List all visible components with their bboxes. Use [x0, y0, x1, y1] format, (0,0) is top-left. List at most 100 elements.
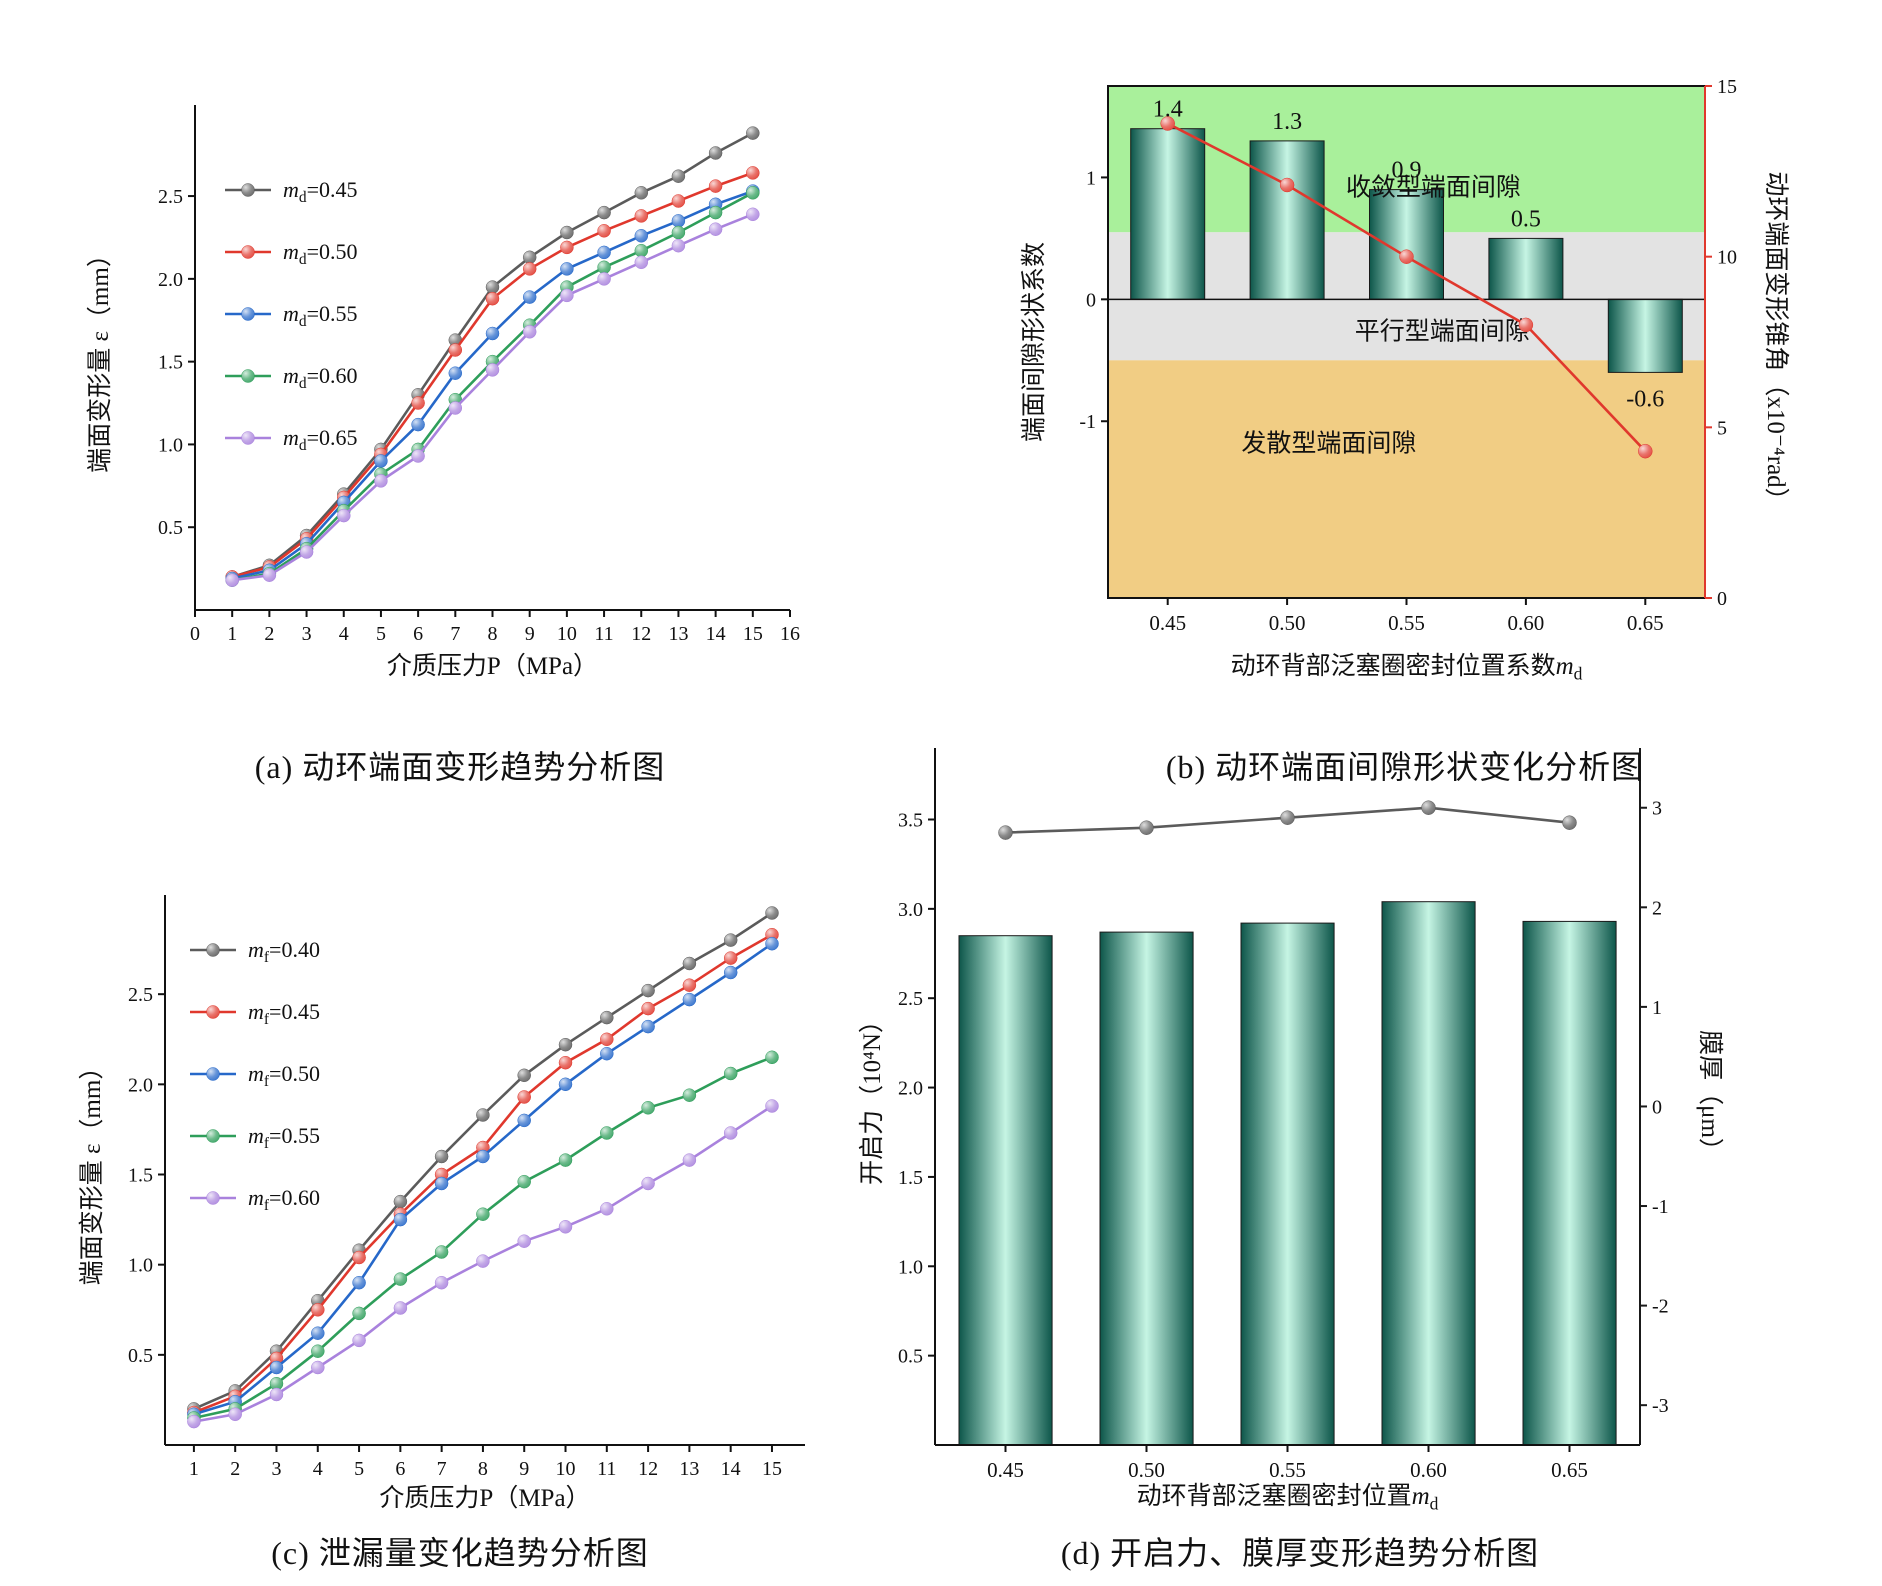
chart-c-series-4 [187, 1050, 779, 1425]
chart-d-canvas: 0.5 1.0 1.5 2.0 2.5 3.0 3.5 0.45 0.50 0.55 0.60 0.6… [858, 748, 1724, 1514]
bar-0.50 [1099, 931, 1194, 1446]
svg-text:15: 15 [743, 623, 763, 645]
bar-0.50 [1249, 140, 1325, 300]
legend-entry: mf=0.60 [248, 1185, 320, 1214]
svg-text:3.0: 3.0 [898, 899, 923, 921]
svg-text:6: 6 [395, 1458, 405, 1480]
chart-a-face-deformation-trend: 0 1 2 3 4 5 6 7 8 9 10 11 12 13 14 15 16 0.5 1.0 1.5 2.0 2.5 介… [70, 28, 850, 688]
legend-entry: md=0.60 [283, 363, 358, 392]
svg-text:12: 12 [638, 1458, 658, 1480]
svg-text:2: 2 [1652, 897, 1662, 919]
chart-b-right-axis [1704, 85, 1712, 599]
svg-text:15: 15 [762, 1458, 782, 1480]
chart-b-gap-shape-change: 1.4 1.3 0.9 0.5 -0.6 收敛型端面间隙 平行型端面间隙 发散型端面间隙 -1 0… [1000, 28, 1810, 688]
svg-text:0.45: 0.45 [987, 1458, 1024, 1482]
svg-text:-1: -1 [1079, 411, 1096, 433]
svg-text:6: 6 [413, 623, 423, 645]
chart-c-xlabel: 介质压力P（MPa） [379, 1484, 590, 1512]
svg-text:7: 7 [437, 1458, 447, 1480]
chart-d-ylabel: 开启力（10⁴N） [858, 1008, 886, 1185]
zone-label: 发散型端面间隙 [1241, 430, 1416, 458]
svg-text:0: 0 [1086, 289, 1096, 311]
svg-text:2.5: 2.5 [158, 186, 183, 208]
chart-a-ylabel: 端面变形量 ε（mm） [86, 242, 114, 473]
svg-text:2.0: 2.0 [128, 1074, 153, 1096]
svg-text:8: 8 [488, 623, 498, 645]
svg-text:5: 5 [376, 623, 386, 645]
svg-text:5: 5 [354, 1458, 364, 1480]
chart-d-line-series [998, 800, 1577, 840]
legend-entry: mf=0.45 [248, 999, 320, 1028]
svg-text:0.65: 0.65 [1551, 1458, 1588, 1482]
caption-a: (a) 动环端面变形趋势分析图 [254, 749, 666, 785]
chart-c-series-3 [187, 936, 779, 1422]
chart-b-ylabel: 端面间隙形状系数 [1020, 242, 1048, 442]
svg-text:1.5: 1.5 [158, 352, 183, 374]
chart-d-opening-force-film-thickness: 0.5 1.0 1.5 2.0 2.5 3.0 3.5 0.45 0.50 0.55 0.60 0.6… [850, 718, 1750, 1518]
svg-text:0.45: 0.45 [1149, 611, 1186, 635]
chart-c-legend: mf=0.40 mf=0.45 mf=0.50 mf=0.55 mf=0.60 [190, 937, 320, 1214]
chart-b-line-series [1160, 116, 1653, 459]
zone-band [1108, 360, 1705, 598]
svg-text:2: 2 [264, 623, 274, 645]
chart-a-series-1 [225, 126, 760, 584]
svg-text:0.65: 0.65 [1627, 611, 1664, 635]
chart-a-axes [188, 105, 791, 617]
chart-a-xlabel: 介质压力P（MPa） [387, 652, 598, 680]
chart-d-axes [928, 748, 1640, 1452]
chart-c-ylabel: 端面变形量 ε（mm） [78, 1055, 106, 1286]
bar-0.45 [1130, 128, 1206, 300]
legend-entry: md=0.65 [283, 425, 358, 454]
legend-entry: md=0.50 [283, 239, 358, 268]
zone-label: 收敛型端面间隙 [1346, 174, 1521, 202]
svg-text:-2: -2 [1652, 1296, 1669, 1318]
svg-text:1.5: 1.5 [898, 1167, 923, 1189]
svg-text:0.5: 0.5 [128, 1345, 153, 1367]
svg-text:9: 9 [525, 623, 535, 645]
svg-text:0: 0 [1717, 588, 1727, 610]
zone-label: 平行型端面间隙 [1355, 318, 1530, 346]
svg-text:2.0: 2.0 [158, 269, 183, 291]
legend-entry: mf=0.55 [248, 1123, 320, 1152]
bar-0.60 [1488, 237, 1564, 300]
chart-b-tick-labels: -1 0 1 0.45 0.50 0.55 0.60 0.65 0 5 10 15 [1079, 76, 1737, 635]
chart-a-series-5 [225, 207, 760, 587]
svg-text:10: 10 [556, 1458, 576, 1480]
chart-b-y2label: 动环端面变形锥角（x10⁻⁴rad） [1762, 171, 1790, 512]
bar-0.55 [1240, 922, 1335, 1446]
chart-c-series-5 [187, 1099, 779, 1429]
svg-text:0.55: 0.55 [1388, 611, 1425, 635]
svg-text:2.5: 2.5 [898, 988, 923, 1010]
svg-text:14: 14 [706, 623, 726, 645]
chart-b-canvas: 1.4 1.30.90.5-0.6收敛型端面间隙平行型端面间隙发散型端面间隙-10… [1020, 76, 1790, 684]
bar-value-label: 1.3 [1272, 109, 1302, 135]
svg-text:0.60: 0.60 [1410, 1458, 1447, 1482]
chart-a-canvas: 0 1 2 3 4 5 6 7 8 9 10 11 12 13 14 15 160.51.01.52.02.5介… [86, 105, 800, 680]
chart-b-xlabel: 动环背部泛塞圈密封位置系数md [1231, 652, 1583, 684]
svg-text:7: 7 [450, 623, 460, 645]
svg-text:1: 1 [1652, 997, 1662, 1019]
svg-text:3: 3 [271, 1458, 281, 1480]
bar-0.55 [1369, 189, 1444, 300]
svg-text:-3: -3 [1652, 1395, 1669, 1417]
chart-c-leakage-trend: 1 2 3 4 5 6 7 8 9 10 11 12 13 14 15 0.5 1.0 1.5 2.0 2.5 介质压力… [70, 860, 850, 1520]
svg-text:1.0: 1.0 [128, 1255, 153, 1277]
chart-c-axes [158, 895, 805, 1452]
svg-text:10: 10 [557, 623, 577, 645]
svg-text:13: 13 [668, 623, 688, 645]
legend-entry: mf=0.50 [248, 1061, 320, 1090]
chart-d-y2label: 膜厚（μm） [1696, 1030, 1724, 1163]
chart-d-right-axis [1639, 748, 1647, 1445]
svg-text:11: 11 [594, 623, 613, 645]
svg-text:14: 14 [721, 1458, 741, 1480]
svg-text:0.60: 0.60 [1508, 611, 1545, 635]
caption-d: (d) 开启力、膜厚变形趋势分析图 [1060, 1535, 1540, 1571]
svg-text:1: 1 [1086, 167, 1096, 189]
chart-d-tick-labels: 0.5 1.0 1.5 2.0 2.5 3.0 3.5 0.45 0.50 0.55 0.60 0.6… [898, 798, 1669, 1482]
legend-entry: mf=0.40 [248, 937, 320, 966]
bar-value-label: 0.9 [1392, 158, 1422, 184]
svg-text:1.5: 1.5 [128, 1165, 153, 1187]
legend-entry: md=0.55 [283, 301, 358, 330]
svg-text:11: 11 [597, 1458, 616, 1480]
